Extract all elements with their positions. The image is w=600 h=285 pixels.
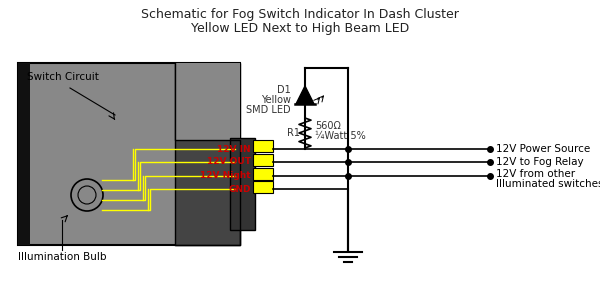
Text: D1: D1 <box>277 85 291 95</box>
Polygon shape <box>296 86 314 104</box>
Text: Schematic for Fog Switch Indicator In Dash Cluster: Schematic for Fog Switch Indicator In Da… <box>141 8 459 21</box>
Bar <box>253 181 273 193</box>
Text: Illumination Bulb: Illumination Bulb <box>18 252 107 262</box>
Bar <box>18 63 30 245</box>
Text: 12V OUT: 12V OUT <box>207 158 251 166</box>
Text: 12V to Fog Relay: 12V to Fog Relay <box>496 157 584 167</box>
Text: SMD LED: SMD LED <box>247 105 291 115</box>
Text: 12V Night: 12V Night <box>200 172 251 180</box>
Bar <box>253 168 273 180</box>
Bar <box>230 138 255 230</box>
Text: 12V from other: 12V from other <box>496 169 575 179</box>
Bar <box>18 63 240 245</box>
Text: R1: R1 <box>287 128 300 138</box>
Text: ¼Watt 5%: ¼Watt 5% <box>315 131 366 141</box>
Text: Illuminated switches: Illuminated switches <box>496 179 600 189</box>
Text: 12V Power Source: 12V Power Source <box>496 144 590 154</box>
Bar <box>253 140 273 152</box>
Bar <box>175 63 240 140</box>
Bar <box>253 154 273 166</box>
Text: Switch Circuit: Switch Circuit <box>27 72 99 82</box>
Text: Yellow: Yellow <box>261 95 291 105</box>
Text: Yellow LED Next to High Beam LED: Yellow LED Next to High Beam LED <box>191 22 409 35</box>
Bar <box>175 63 240 245</box>
Text: GND: GND <box>229 184 251 194</box>
Text: 12V IN: 12V IN <box>217 144 251 154</box>
Text: 560Ω: 560Ω <box>315 121 341 131</box>
